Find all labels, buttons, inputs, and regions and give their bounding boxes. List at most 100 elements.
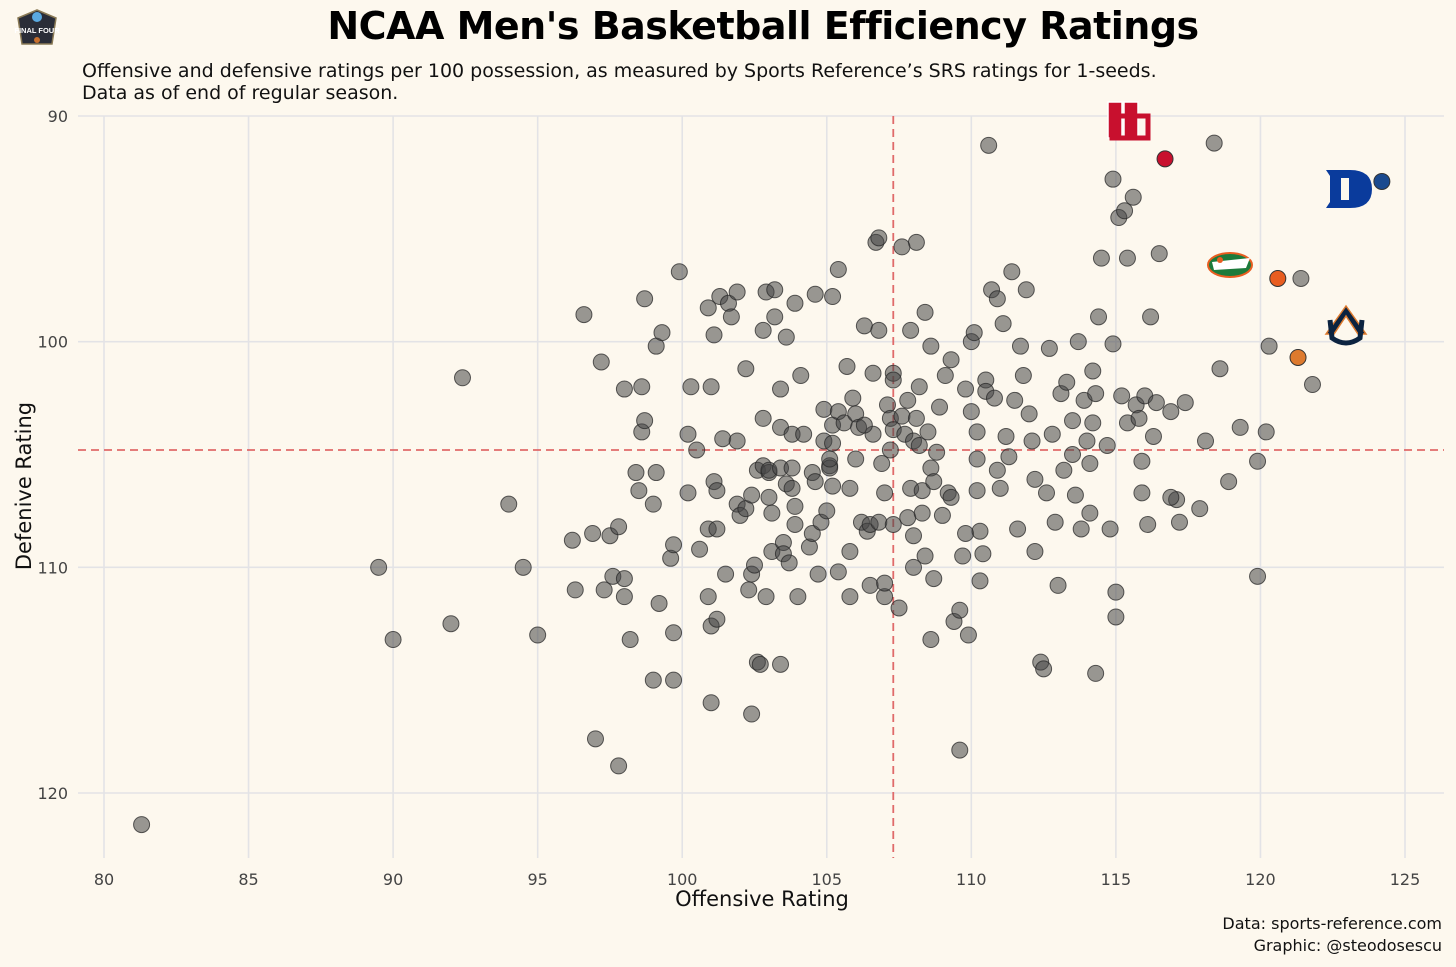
data-point [968, 423, 986, 441]
data-point [566, 581, 584, 599]
data-point [1017, 281, 1035, 299]
data-point [890, 599, 908, 617]
data-point [1049, 576, 1067, 594]
data-point [647, 464, 665, 482]
data-point [644, 495, 662, 513]
data-point [1257, 423, 1275, 441]
data-point [1249, 452, 1267, 470]
data-point [957, 524, 975, 542]
y-axis-label: Defenive Rating [12, 402, 36, 570]
data-point [1260, 337, 1278, 355]
data-point [1130, 409, 1148, 427]
data-point [1078, 432, 1096, 450]
data-point [584, 524, 602, 542]
team-point-auburn [1289, 348, 1307, 366]
data-point [682, 378, 700, 396]
data-point [1176, 394, 1194, 412]
data-point [841, 543, 859, 561]
data-point [991, 479, 1009, 497]
data-point [841, 588, 859, 606]
chart-subtitle: Offensive and defensive ratings per 100 … [82, 60, 1452, 104]
data-point [1104, 335, 1122, 353]
data-point [988, 290, 1006, 308]
data-point [786, 294, 804, 312]
data-point [615, 570, 633, 588]
x-tick-label: 110 [956, 870, 987, 889]
data-point [1162, 488, 1180, 506]
data-point [916, 303, 934, 321]
data-point [893, 407, 911, 425]
data-point [705, 326, 723, 344]
data-point [855, 416, 873, 434]
data-point [1026, 470, 1044, 488]
data-point [1066, 486, 1084, 504]
data-point [780, 554, 798, 572]
data-point [1107, 583, 1125, 601]
data-point [954, 547, 972, 565]
data-point [957, 380, 975, 398]
data-point [905, 527, 923, 545]
data-point [133, 816, 151, 834]
data-point [1069, 333, 1087, 351]
data-point [971, 522, 989, 540]
data-point [1150, 245, 1168, 263]
data-point [789, 588, 807, 606]
caption: Data: sports-reference.com Graphic: @ste… [1222, 913, 1442, 957]
data-point [844, 389, 862, 407]
data-point [884, 515, 902, 533]
data-point [1020, 405, 1038, 423]
data-point [384, 631, 402, 649]
data-point [1035, 660, 1053, 678]
chart-title: NCAA Men's Basketball Efficiency Ratings [327, 4, 1199, 48]
data-point [855, 317, 873, 335]
data-point [665, 624, 683, 642]
data-point [1104, 170, 1122, 188]
data-point [1197, 432, 1215, 450]
data-point [1046, 513, 1064, 531]
data-point [746, 556, 763, 574]
data-point [615, 380, 633, 398]
data-point [575, 306, 593, 324]
data-point [803, 524, 821, 542]
data-point [691, 540, 709, 558]
data-point [951, 741, 969, 759]
y-tick-label: 110 [37, 558, 68, 577]
data-point [876, 484, 894, 502]
data-point [971, 572, 989, 590]
data-point [728, 432, 746, 450]
data-point [563, 531, 581, 549]
data-point [965, 324, 983, 342]
data-point [824, 434, 842, 452]
x-tick-label: 105 [812, 870, 843, 889]
data-point [670, 263, 688, 281]
data-point [899, 391, 917, 409]
data-point [1139, 515, 1157, 533]
data-point [1092, 249, 1110, 267]
team-point-florida [1269, 269, 1287, 287]
data-point [699, 299, 717, 317]
data-point [980, 136, 998, 154]
data-point [737, 360, 755, 378]
data-point [829, 260, 847, 278]
data-point [743, 705, 761, 723]
x-tick-label: 90 [383, 870, 403, 889]
data-point [688, 441, 706, 459]
data-point [818, 502, 836, 520]
data-point [610, 518, 628, 536]
data-point [592, 353, 610, 371]
data-point [928, 443, 946, 461]
y-tick-label: 90 [48, 107, 68, 126]
data-point [453, 369, 471, 387]
data-point [1064, 412, 1082, 430]
data-point [824, 288, 842, 306]
team-point-houston [1156, 150, 1174, 168]
data-point [679, 484, 697, 502]
data-point [1147, 394, 1165, 412]
data-point [893, 238, 911, 256]
data-point [1133, 452, 1151, 470]
team-point-duke [1373, 172, 1391, 190]
data-point [933, 506, 951, 524]
data-point [1084, 362, 1102, 380]
y-tick-label: 120 [37, 784, 68, 803]
data-point [974, 545, 992, 563]
